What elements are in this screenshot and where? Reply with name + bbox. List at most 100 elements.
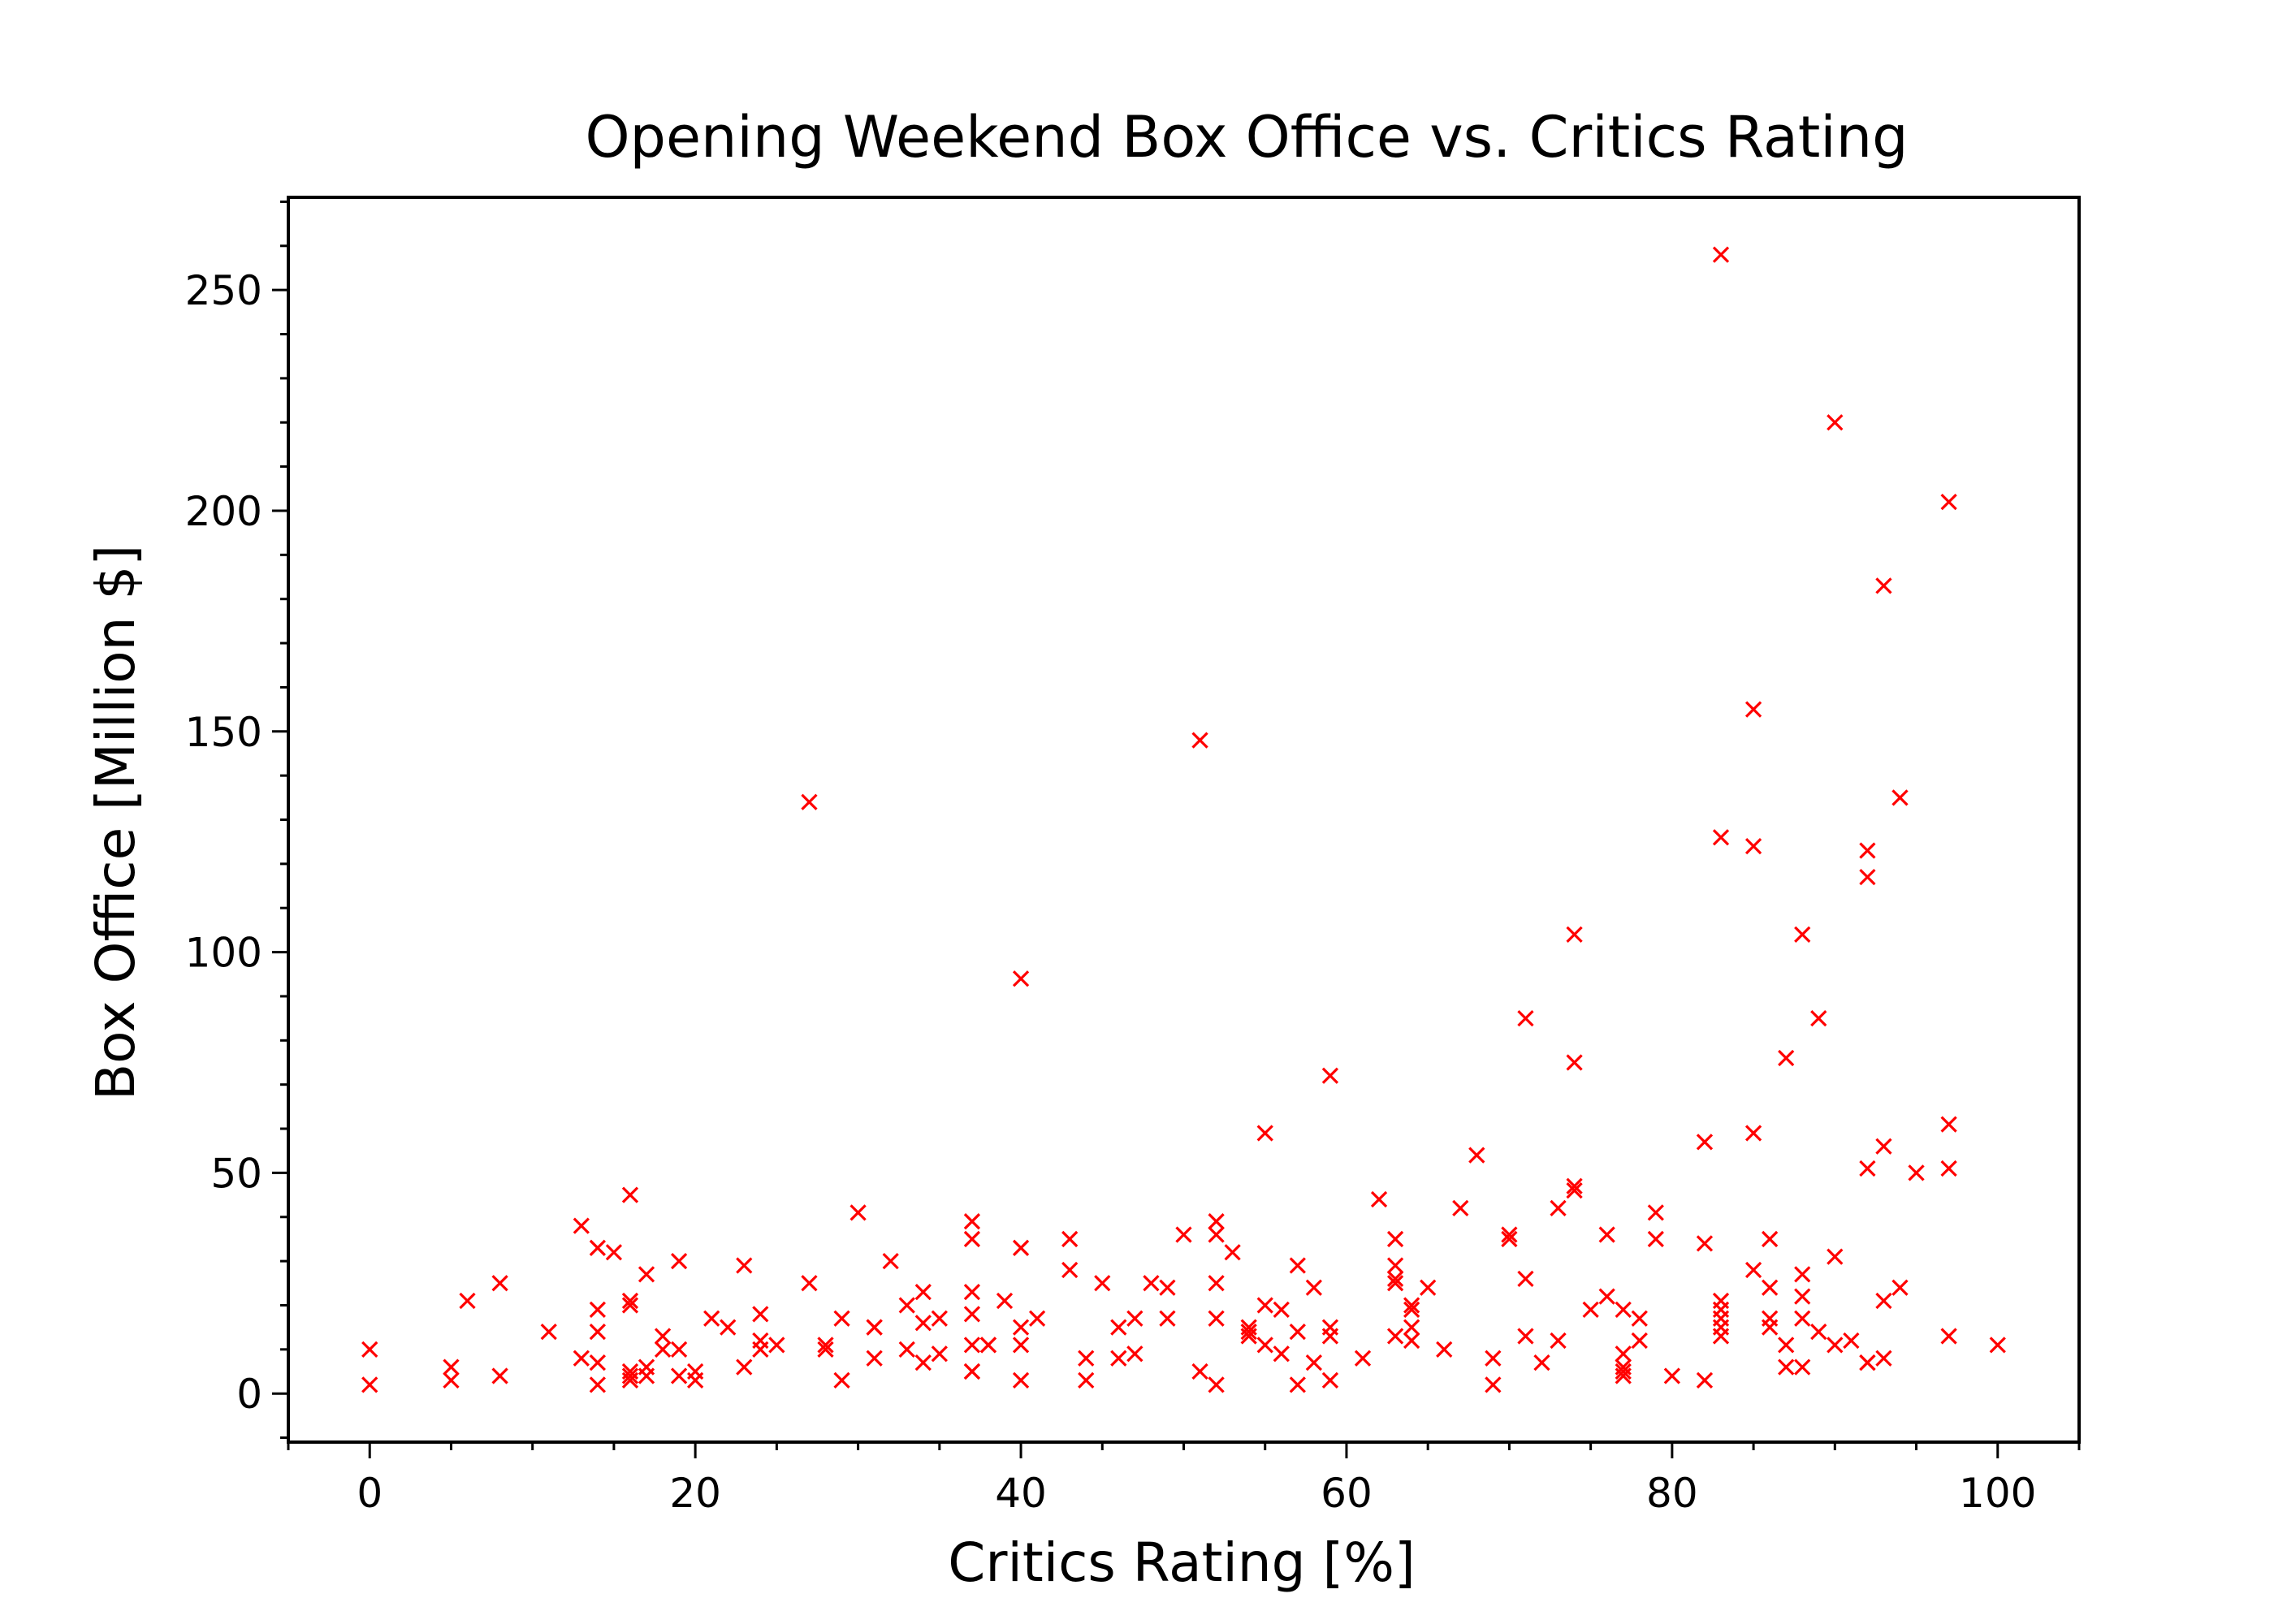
scatter-point: [1012, 1337, 1030, 1354]
scatter-point: [573, 1350, 590, 1367]
scatter-point: [801, 1275, 818, 1292]
scatter-point: [1191, 1363, 1208, 1380]
scatter-point: [1827, 414, 1844, 431]
scatter-point: [1012, 1319, 1030, 1336]
scatter-point: [1061, 1261, 1079, 1279]
scatter-point: [1386, 1275, 1404, 1292]
scatter-point: [1744, 1125, 1762, 1142]
x-axis-label: Critics Rating [%]: [948, 1531, 1415, 1594]
scatter-point: [1370, 1190, 1388, 1208]
scatter-point: [638, 1266, 655, 1283]
scatter-point: [882, 1252, 899, 1270]
scatter-point: [1321, 1328, 1339, 1345]
scatter-point: [1517, 1328, 1534, 1345]
scatter-point: [1159, 1279, 1176, 1296]
scatter-point: [866, 1350, 883, 1367]
scatter-point: [1028, 1310, 1046, 1327]
scatter-point: [1794, 1358, 1811, 1376]
scatter-point: [1321, 1371, 1339, 1389]
scatter-point: [1566, 1177, 1583, 1194]
scatter-point: [1762, 1319, 1779, 1336]
scatter-point: [1240, 1328, 1257, 1345]
scatter-point: [833, 1310, 850, 1327]
scatter-point: [1794, 1288, 1811, 1305]
scatter-point: [1827, 1337, 1844, 1354]
scatter-point: [1485, 1350, 1502, 1367]
scatter-point: [1778, 1337, 1795, 1354]
scatter-point: [1762, 1279, 1779, 1296]
scatter-point: [1208, 1310, 1225, 1327]
scatter-point: [1631, 1332, 1648, 1350]
scatter-point: [898, 1341, 915, 1358]
scatter-point: [1208, 1376, 1225, 1393]
scatter-point: [1012, 970, 1030, 987]
scatter-point: [443, 1371, 460, 1389]
scatter-point: [1289, 1376, 1306, 1393]
scatter-point: [670, 1341, 688, 1358]
scatter-point: [1566, 1182, 1583, 1199]
y-tick-label: 100: [185, 930, 262, 977]
scatter-point: [1891, 789, 1909, 806]
y-axis-label: Box Office [Million $]: [84, 545, 147, 1100]
scatter-point: [1452, 1199, 1469, 1217]
scatter-point: [1517, 1270, 1534, 1287]
scatter-point: [1778, 1358, 1795, 1376]
scatter-point: [361, 1376, 378, 1393]
scatter-point: [931, 1345, 948, 1363]
scatter-point: [621, 1186, 639, 1203]
scatter-point: [1810, 1009, 1827, 1027]
scatter-point: [589, 1301, 606, 1319]
scatter-point: [1615, 1363, 1632, 1380]
scatter-point: [1256, 1125, 1273, 1142]
scatter-point: [1094, 1275, 1111, 1292]
scatter-point: [1517, 1009, 1534, 1027]
scatter-point: [540, 1323, 557, 1341]
scatter-point: [979, 1337, 997, 1354]
scatter-point: [914, 1315, 932, 1332]
scatter-point: [1305, 1354, 1322, 1371]
scatter-point: [963, 1230, 981, 1248]
scatter-point: [1078, 1371, 1095, 1389]
scatter-point: [1647, 1204, 1664, 1221]
scatter-point: [1061, 1230, 1079, 1248]
scatter-point: [670, 1252, 688, 1270]
scatter-point: [1224, 1244, 1241, 1261]
scatter-point: [1403, 1332, 1420, 1350]
scatter-point: [654, 1328, 672, 1345]
scatter-point: [1875, 1292, 1892, 1310]
scatter-point: [1354, 1350, 1372, 1367]
scatter-point: [1744, 701, 1762, 718]
scatter-point: [1843, 1332, 1860, 1350]
scatter-point: [1386, 1328, 1404, 1345]
scatter-point: [1663, 1367, 1680, 1384]
scatter-point: [1208, 1226, 1225, 1243]
scatter-point: [1386, 1270, 1404, 1287]
scatter-point: [1256, 1337, 1273, 1354]
scatter-point: [898, 1297, 915, 1314]
scatter-point: [1598, 1288, 1615, 1305]
scatter-point: [1712, 829, 1730, 846]
scatter-point: [1436, 1341, 1453, 1358]
scatter-point: [866, 1319, 883, 1336]
scatter-point: [1273, 1345, 1290, 1363]
scatter-point: [638, 1367, 655, 1384]
scatter-point: [768, 1337, 785, 1354]
scatter-point: [1940, 1116, 1957, 1133]
scatter-point: [1175, 1226, 1192, 1243]
scatter-point: [1940, 1328, 1957, 1345]
x-tick-label: 20: [669, 1470, 721, 1517]
scatter-point: [963, 1337, 981, 1354]
scatter-point: [1403, 1297, 1420, 1314]
x-tick-label: 100: [1959, 1470, 2036, 1517]
scatter-point: [1891, 1279, 1909, 1296]
scatter-point: [1712, 246, 1730, 263]
scatter-point: [1289, 1323, 1306, 1341]
tick-labels: 0 20 40 60 80 100 0 50 100 150 200 250: [185, 267, 2037, 1517]
scatter-point: [1908, 1164, 1925, 1181]
y-tick-label: 200: [185, 488, 262, 535]
scatter-point: [491, 1275, 508, 1292]
scatter-point: [1875, 1350, 1892, 1367]
scatter-point: [1550, 1199, 1567, 1217]
scatter-point: [1208, 1275, 1225, 1292]
